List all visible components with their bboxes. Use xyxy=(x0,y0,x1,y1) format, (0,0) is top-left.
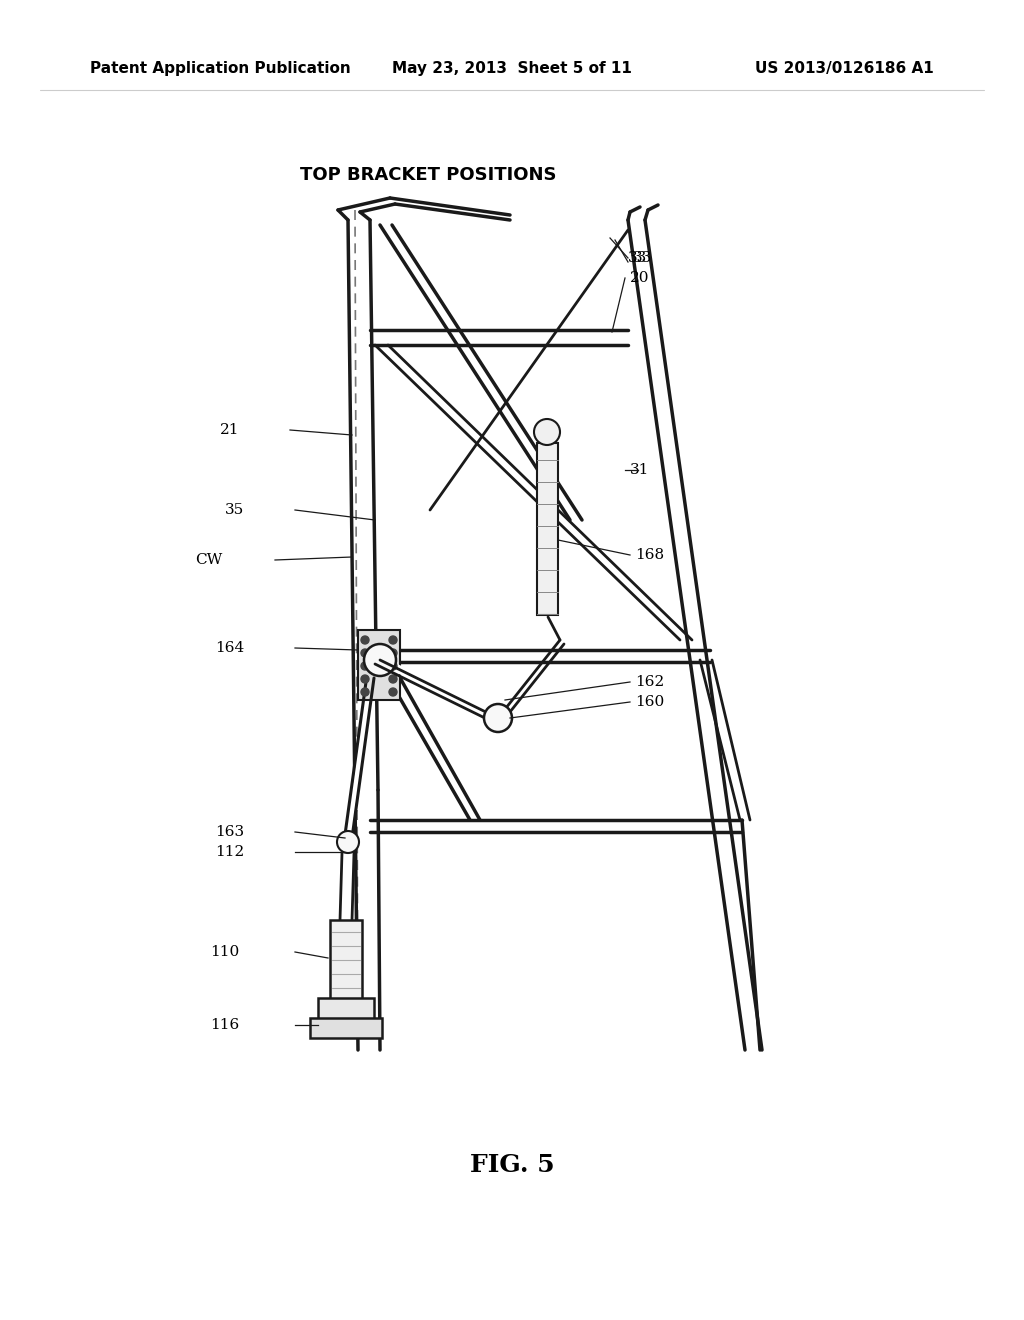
Polygon shape xyxy=(318,998,374,1020)
Text: Patent Application Publication: Patent Application Publication xyxy=(90,61,351,75)
Circle shape xyxy=(364,644,396,676)
Circle shape xyxy=(534,418,560,445)
Text: 112: 112 xyxy=(215,845,245,859)
Circle shape xyxy=(389,636,397,644)
Text: 168: 168 xyxy=(635,548,665,562)
Circle shape xyxy=(361,636,369,644)
Text: 110: 110 xyxy=(210,945,240,960)
Circle shape xyxy=(389,688,397,696)
Text: 160: 160 xyxy=(635,696,665,709)
Text: 31: 31 xyxy=(630,463,649,477)
Circle shape xyxy=(337,832,359,853)
Polygon shape xyxy=(310,1018,382,1038)
Text: CW: CW xyxy=(195,553,222,568)
Text: 162: 162 xyxy=(635,675,665,689)
Text: US 2013/0126186 A1: US 2013/0126186 A1 xyxy=(756,61,934,75)
Text: 116: 116 xyxy=(210,1018,240,1032)
Text: FIG. 5: FIG. 5 xyxy=(470,1152,554,1177)
Text: 20: 20 xyxy=(630,271,649,285)
Polygon shape xyxy=(330,920,362,1001)
Text: 33: 33 xyxy=(628,251,647,265)
Text: 164: 164 xyxy=(215,642,245,655)
Circle shape xyxy=(389,663,397,671)
Polygon shape xyxy=(537,444,558,615)
Circle shape xyxy=(361,649,369,657)
Polygon shape xyxy=(358,630,400,700)
Text: May 23, 2013  Sheet 5 of 11: May 23, 2013 Sheet 5 of 11 xyxy=(392,61,632,75)
Text: 35: 35 xyxy=(225,503,245,517)
Circle shape xyxy=(361,688,369,696)
Text: TOP BRACKET POSITIONS: TOP BRACKET POSITIONS xyxy=(300,166,556,183)
Text: 163: 163 xyxy=(215,825,244,840)
Circle shape xyxy=(361,663,369,671)
Text: 21: 21 xyxy=(220,422,240,437)
Text: 33: 33 xyxy=(633,251,652,265)
Circle shape xyxy=(484,704,512,733)
Circle shape xyxy=(361,675,369,682)
Circle shape xyxy=(389,675,397,682)
Circle shape xyxy=(389,649,397,657)
